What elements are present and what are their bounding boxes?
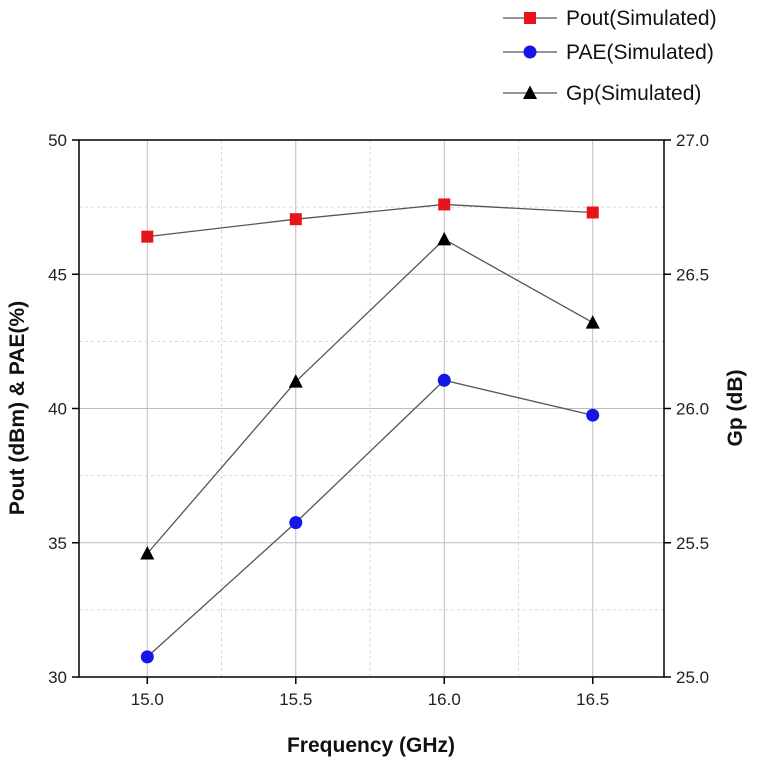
data-point-triangle: [437, 232, 451, 246]
y-tick-label-right: 27.0: [676, 131, 709, 150]
data-point-square: [587, 206, 599, 218]
legend-marker-square: [524, 12, 536, 24]
y-tick-label-left: 50: [48, 131, 67, 150]
y-tick-label-right: 25.0: [676, 668, 709, 687]
legend: Pout(Simulated) PAE(Simulated) Gp(Simulate…: [503, 7, 717, 105]
y-tick-label-right: 26.5: [676, 265, 709, 284]
y-tick-label-right: 26.0: [676, 400, 709, 419]
y-tick-label-left: 35: [48, 534, 67, 553]
x-tick-label: 15.0: [131, 690, 164, 709]
y-tick-label-left: 45: [48, 265, 67, 284]
x-tick-label: 16.5: [576, 690, 609, 709]
data-point-circle: [586, 409, 599, 422]
legend-label: Pout(Simulated): [566, 7, 717, 30]
y-axis-title-left: Pout (dBm) & PAE(%): [6, 301, 29, 515]
data-point-circle: [289, 516, 302, 529]
data-point-square: [438, 198, 450, 210]
data-point-square: [290, 213, 302, 225]
data-point-circle: [141, 650, 154, 663]
x-tick-label: 16.0: [428, 690, 461, 709]
legend-marker-circle: [524, 46, 537, 59]
y-tick-label-right: 25.5: [676, 534, 709, 553]
legend-label: Gp(Simulated): [566, 82, 701, 105]
data-point-circle: [438, 374, 451, 387]
x-tick-label: 15.5: [279, 690, 312, 709]
data-point-square: [141, 231, 153, 243]
x-axis-title: Frequency (GHz): [287, 734, 455, 757]
data-point-triangle: [586, 315, 600, 329]
legend-marker-triangle: [523, 86, 537, 100]
legend-label: PAE(Simulated): [566, 41, 714, 64]
y-tick-label-left: 30: [48, 668, 67, 687]
grid: [79, 140, 664, 677]
y-tick-label-left: 40: [48, 400, 67, 419]
y-axis-title-right: Gp (dB): [724, 370, 747, 447]
